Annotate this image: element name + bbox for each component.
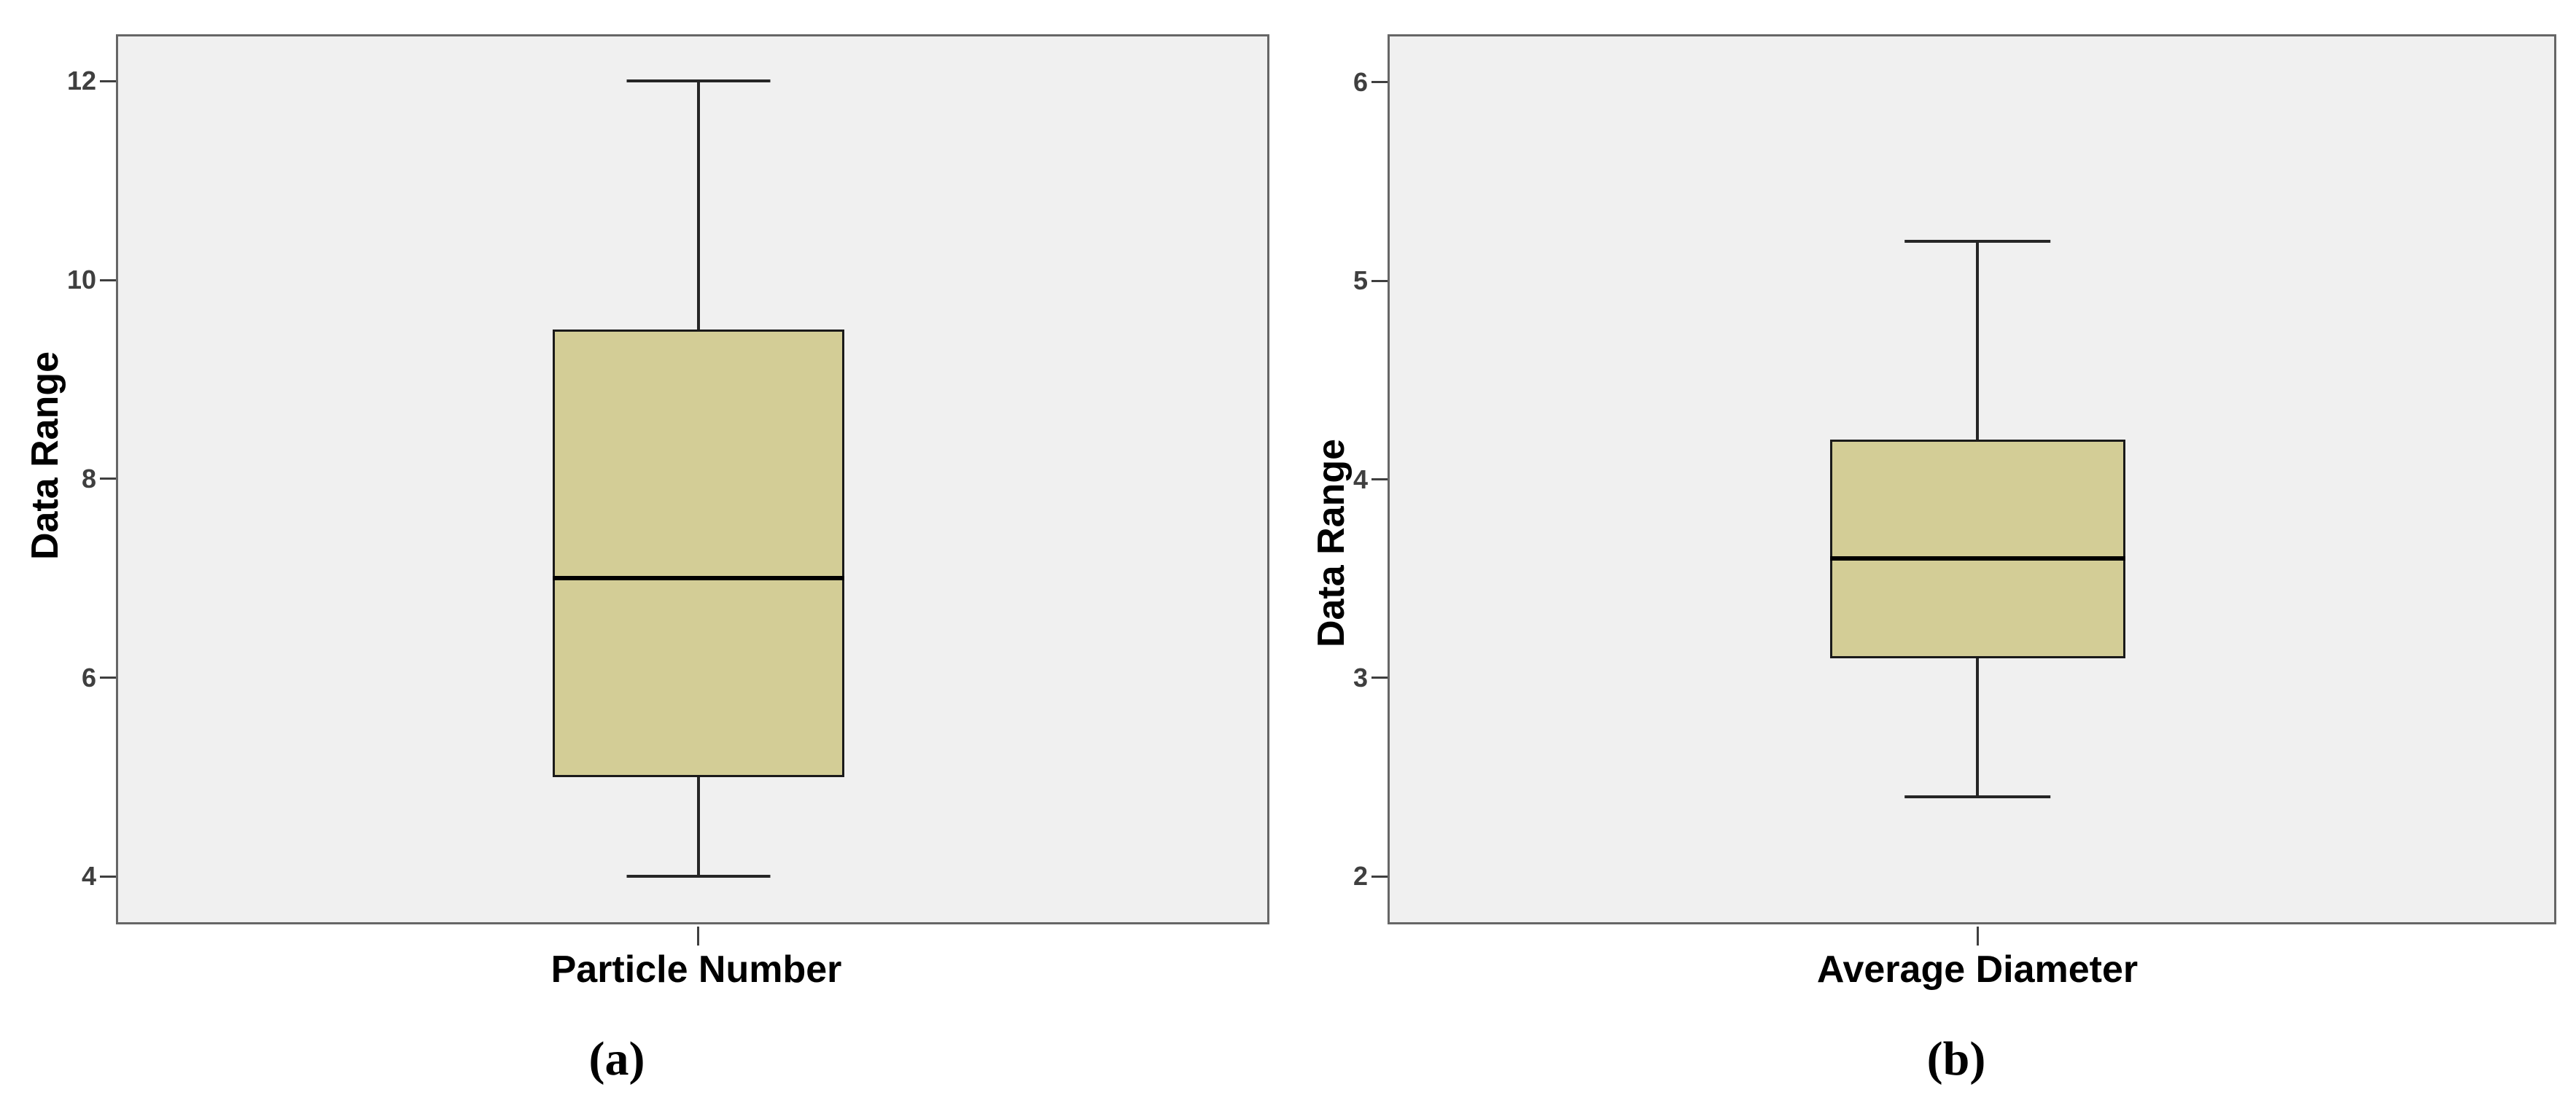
whisker-upper-line: [1976, 241, 1980, 440]
x-axis-title-b: Average Diameter: [1816, 948, 2139, 991]
y-tick-mark: [1371, 478, 1388, 480]
y-tick-label: 6: [81, 662, 96, 693]
y-tick-mark: [1371, 279, 1388, 282]
y-tick-label: 4: [81, 861, 96, 892]
x-axis-title-a: Particle Number: [550, 948, 842, 991]
whisker-lower-cap: [1904, 795, 2051, 799]
y-tick-label: 10: [66, 265, 96, 295]
plot-area-a: 12 10 8 6 4: [67, 34, 1269, 946]
y-axis-title-a: Data Range: [24, 351, 66, 561]
y-tick-label: 8: [81, 463, 96, 494]
y-tick-label: 3: [1353, 662, 1368, 693]
y-tick-label: 6: [1353, 66, 1368, 97]
y-tick-mark: [100, 478, 116, 480]
y-tick-mark: [1371, 875, 1388, 878]
panel-caption-b: (b): [1926, 1032, 1986, 1086]
category-tick-mark: [697, 927, 700, 946]
whisker-upper-cap: [1904, 239, 2051, 243]
whisker-lower-line: [1976, 658, 1980, 798]
y-tick-mark: [100, 875, 116, 878]
category-tick-mark: [1976, 927, 1979, 946]
whisker-lower-cap: [626, 875, 771, 878]
y-axis-title-b: Data Range: [1310, 438, 1353, 648]
whisker-lower-line: [696, 776, 700, 877]
whisker-upper-line: [696, 81, 700, 330]
y-tick-mark: [1371, 677, 1388, 679]
panel-caption-a: (a): [588, 1032, 645, 1086]
y-tick-mark: [100, 79, 116, 82]
median-line: [1829, 556, 2126, 561]
whisker-upper-cap: [626, 79, 771, 83]
y-tick-mark: [100, 677, 116, 679]
median-line: [552, 576, 845, 581]
y-tick-mark: [1371, 81, 1388, 84]
iqr-box: [552, 330, 845, 777]
y-tick-label: 4: [1353, 464, 1368, 494]
plot-area-b: 6 5 4 3 2: [1353, 34, 2556, 946]
y-tick-label: 12: [66, 66, 96, 96]
y-tick-label: 2: [1353, 861, 1368, 892]
iqr-box: [1829, 440, 2126, 658]
y-tick-label: 5: [1353, 265, 1368, 296]
y-tick-mark: [100, 278, 116, 281]
